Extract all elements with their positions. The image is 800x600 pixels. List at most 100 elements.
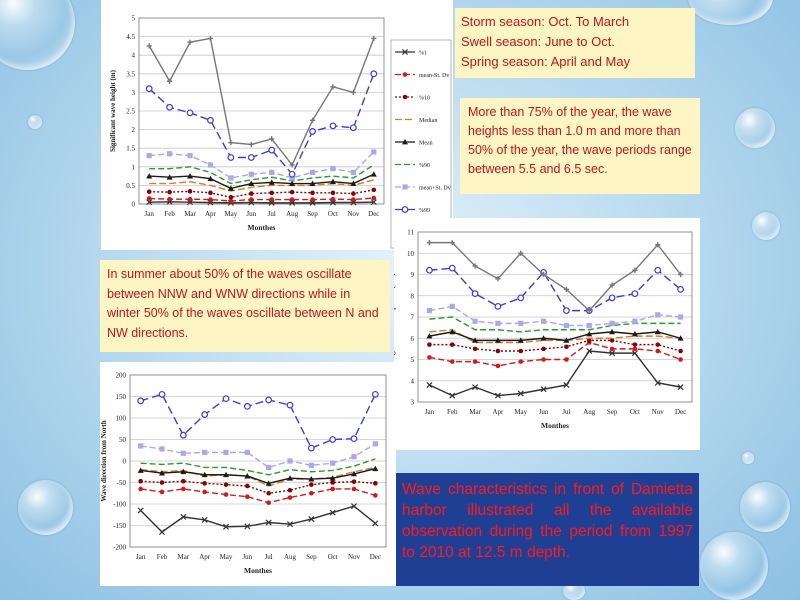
y-tick-label: 150 — [116, 393, 127, 401]
x-tick-label: Oct — [630, 408, 640, 416]
data-point — [609, 320, 615, 326]
y-tick-label: -200 — [113, 544, 126, 552]
data-point — [207, 35, 214, 42]
data-point — [540, 335, 547, 341]
y-tick-label: -50 — [117, 479, 127, 487]
series — [146, 187, 377, 200]
data-point — [495, 348, 501, 354]
data-point — [228, 140, 234, 146]
x-tick-label: Jul — [562, 408, 570, 416]
series — [138, 478, 378, 496]
data-point — [186, 109, 194, 117]
data-point — [309, 180, 316, 186]
data-point — [146, 153, 152, 159]
data-point — [564, 344, 569, 350]
heights-periods-note: More than 75% of the year, the wave heig… — [460, 98, 700, 194]
y-tick-label: 4.5 — [126, 33, 135, 41]
y-tick-label: 2 — [132, 126, 136, 134]
series — [146, 149, 377, 181]
series — [427, 338, 683, 354]
x-tick-label: Apr — [205, 210, 217, 218]
x-tick-label: Dec — [368, 210, 379, 218]
x-axis-label: Monthes — [541, 421, 569, 430]
data-point — [310, 190, 315, 196]
series-line — [140, 468, 376, 485]
data-point — [586, 308, 592, 314]
data-point — [517, 337, 524, 343]
series-line — [140, 480, 376, 494]
data-point — [632, 267, 638, 273]
series — [426, 347, 684, 399]
data-point — [268, 199, 275, 206]
y-tick-label: 4 — [411, 377, 415, 385]
data-point — [350, 435, 358, 443]
x-tick-label: Feb — [157, 553, 168, 561]
series — [137, 390, 379, 452]
data-point — [608, 294, 616, 302]
data-point — [309, 117, 316, 123]
data-point — [265, 396, 273, 404]
data-point — [677, 335, 684, 341]
data-point — [187, 189, 193, 194]
x-tick-label: Jun — [242, 553, 252, 561]
data-point — [586, 322, 592, 329]
series — [137, 503, 379, 535]
data-point — [201, 471, 208, 478]
grid — [139, 17, 384, 205]
data-point — [159, 489, 165, 495]
data-point — [180, 513, 187, 520]
data-point — [266, 490, 271, 496]
data-point — [187, 153, 193, 159]
data-point — [167, 189, 172, 195]
y-tick-label: 7 — [411, 314, 415, 322]
data-point — [563, 381, 570, 389]
x-tick-label: Nov — [348, 553, 361, 561]
data-point — [677, 271, 684, 278]
data-point — [449, 303, 455, 309]
data-point — [243, 402, 251, 410]
legend: %1 mean-St. Dv %10 Median Mean %90 mean+St. Dv… — [390, 39, 452, 249]
data-point — [563, 322, 570, 329]
series — [426, 264, 684, 315]
legend-entry: Mean — [419, 141, 433, 147]
series-line — [149, 151, 375, 179]
bubble-decoration — [700, 532, 768, 600]
data-point — [351, 470, 357, 477]
series — [426, 328, 684, 343]
series — [427, 340, 683, 369]
data-point — [472, 263, 478, 269]
series-line — [429, 329, 681, 344]
data-point — [402, 184, 408, 190]
series-line — [429, 341, 681, 367]
x-tick-label: Apr — [199, 553, 211, 561]
data-point — [563, 307, 570, 315]
data-point — [494, 392, 501, 399]
series-line — [149, 189, 374, 199]
data-point — [371, 149, 377, 155]
data-point — [227, 185, 234, 191]
data-point — [166, 103, 174, 111]
y-tick-label: 8 — [411, 292, 415, 300]
data-point — [495, 276, 501, 282]
data-point — [349, 124, 357, 132]
data-point — [207, 175, 214, 182]
y-tick-label: 4 — [132, 52, 136, 60]
x-axis-label: Monthes — [248, 223, 276, 232]
data-point — [449, 328, 456, 335]
wave-height-chart-panel: 0 0.5 1 1.5 2 2.5 3 3.5 4 4.5 5 Jan Feb Mar Apr May Jun J… — [101, 0, 453, 250]
data-point — [223, 492, 229, 497]
data-point — [167, 78, 173, 84]
summary-box: Wave characteristics in front of Damiett… — [396, 473, 699, 586]
data-point — [632, 342, 638, 347]
data-point — [146, 196, 152, 201]
data-point — [329, 509, 336, 516]
y-tick-label: 3 — [411, 399, 415, 407]
data-point — [244, 449, 250, 455]
plot-frame — [129, 374, 387, 548]
data-point — [167, 151, 173, 157]
series-line — [429, 316, 681, 333]
y-tick-label: 10 — [407, 250, 415, 258]
data-point — [401, 48, 409, 56]
data-point — [265, 519, 272, 526]
data-point — [159, 446, 165, 452]
